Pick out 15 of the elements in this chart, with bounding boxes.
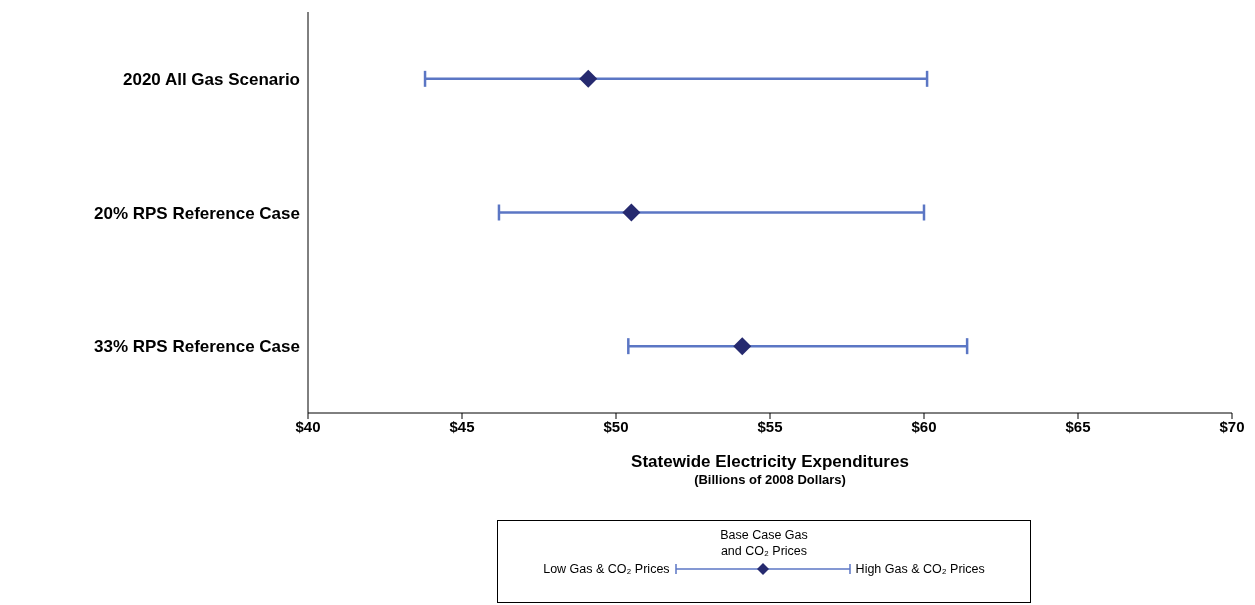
y-tick-label: 33% RPS Reference Case: [93, 337, 300, 357]
text: Base Case Gas and CO₂ Prices: [720, 528, 808, 558]
x-tick-label: $55: [757, 417, 783, 435]
x-tick-label: $50: [603, 417, 629, 435]
text: Low Gas & CO₂ Prices: [543, 562, 670, 576]
x-axis-title: Statewide Electricity Expenditures: [631, 452, 909, 471]
text: High Gas & CO₂ Prices: [855, 562, 985, 576]
x-tick-label: $40: [295, 417, 321, 435]
y-tick-label: 2020 All Gas Scenario: [122, 69, 300, 89]
text: (Billions of 2008 Dollars): [694, 472, 846, 487]
x-tick-label: $60: [911, 417, 937, 435]
y-tick-label: 20% RPS Reference Case: [93, 203, 300, 223]
x-tick-label: $70: [1219, 417, 1245, 435]
x-tick-label: $45: [449, 417, 475, 435]
x-tick-label: $65: [1065, 417, 1091, 435]
